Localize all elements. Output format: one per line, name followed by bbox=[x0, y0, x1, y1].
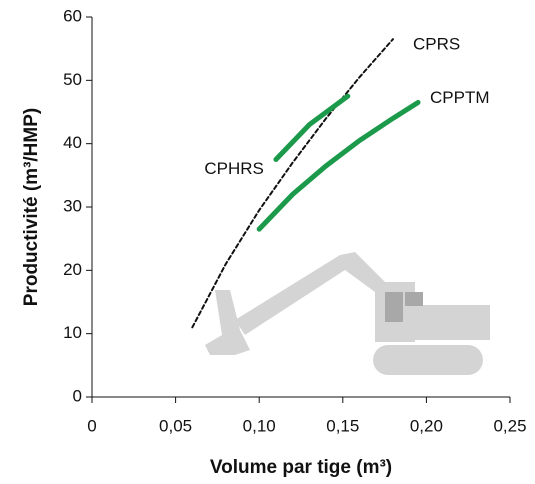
x-tick-label: 0,10 bbox=[243, 416, 276, 435]
series-line bbox=[191, 38, 394, 329]
series-label: CPRS bbox=[413, 35, 460, 54]
series-line bbox=[273, 93, 351, 162]
series-label: CPPTM bbox=[430, 88, 490, 107]
head bbox=[205, 290, 250, 355]
series-line bbox=[256, 100, 421, 232]
x-tick-label: 0,05 bbox=[159, 416, 192, 435]
x-tick-label: 0,20 bbox=[410, 416, 443, 435]
boom bbox=[235, 252, 385, 335]
x-tick-label: 0,15 bbox=[326, 416, 359, 435]
window bbox=[405, 292, 423, 306]
y-tick-label: 40 bbox=[63, 133, 82, 152]
track bbox=[373, 345, 483, 375]
excavator-illustration bbox=[205, 252, 490, 375]
y-tick-label: 10 bbox=[63, 323, 82, 342]
y-tick-label: 0 bbox=[73, 386, 82, 405]
x-axis-title: Volume par tige (m³) bbox=[210, 457, 392, 478]
y-tick-label: 60 bbox=[63, 6, 82, 25]
x-tick-label: 0 bbox=[87, 416, 96, 435]
series-label: CPHRS bbox=[204, 159, 264, 178]
x-tick-label: 0,25 bbox=[493, 416, 526, 435]
y-axis-title: Productivité (m³/HMP) bbox=[21, 108, 42, 306]
y-tick-label: 50 bbox=[63, 70, 82, 89]
y-tick-label: 30 bbox=[63, 196, 82, 215]
window bbox=[385, 292, 403, 322]
y-tick-label: 20 bbox=[63, 260, 82, 279]
